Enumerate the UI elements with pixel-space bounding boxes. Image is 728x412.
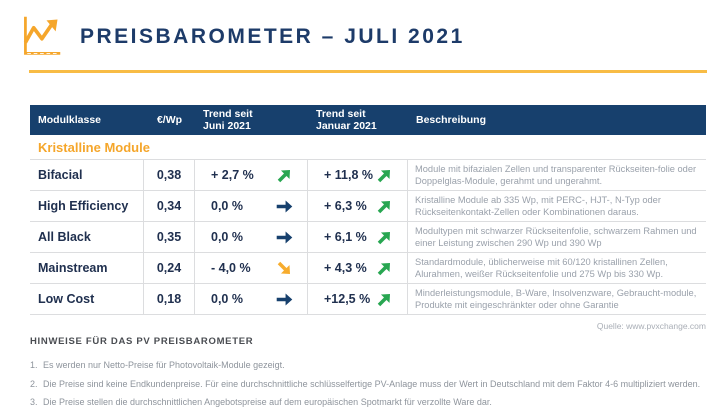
note-item: 1. Es werden nur Netto-Preise für Photov… <box>30 356 725 375</box>
description-cell: Standardmodule, üblicherweise mit 60/120… <box>415 256 668 279</box>
page-title: PREISBAROMETER – JULI 2021 <box>80 25 465 48</box>
trend-january-value: + 6,1 % <box>324 230 367 244</box>
modulklasse-cell: Low Cost <box>30 284 144 314</box>
note-number: 3. <box>30 397 38 407</box>
trend-arrow-icon <box>276 292 293 307</box>
table-header-row: Modulklasse €/Wp Trend seit Juni 2021 Tr… <box>30 105 706 135</box>
notes-heading: HINWEISE FÜR DAS PV PREISBAROMETER <box>30 336 254 347</box>
col-header-trend-january: Trend seit Januar 2021 <box>308 108 408 132</box>
trend-june-cell: 0,0 % <box>195 222 308 252</box>
table-row: Bifacial 0,38 + 2,7 % + 11,8 % Module mi… <box>30 160 706 191</box>
price-cell: 0,24 <box>144 253 195 283</box>
trend-january-value: +12,5 % <box>324 292 371 306</box>
trend-january-cell: + 6,3 % <box>308 191 408 221</box>
note-text: Die Preise sind keine Endkundenpreise. F… <box>43 378 701 389</box>
trend-january-line2: Januar 2021 <box>316 120 377 132</box>
trend-arrow-icon <box>373 226 396 249</box>
trend-arrow-icon <box>373 257 396 280</box>
modulklasse-cell: Bifacial <box>30 160 144 190</box>
description-cell: Module mit bifazialen Zellen und transpa… <box>415 163 697 186</box>
table-row: High Efficiency 0,34 0,0 % + 6,3 % Krist… <box>30 191 706 222</box>
note-item: 3. Die Preise stellen die durchschnittli… <box>30 393 725 412</box>
price-cell: 0,34 <box>144 191 195 221</box>
trend-january-line1: Trend seit <box>316 107 366 120</box>
note-number: 2. <box>30 378 38 389</box>
price-cell: 0,18 <box>144 284 195 314</box>
trend-arrow-icon <box>276 230 293 245</box>
note-number: 1. <box>30 360 38 370</box>
description-cell: Kristalline Module ab 335 Wp, mit PERC-,… <box>415 194 661 217</box>
section-kristalline-module: Kristalline Module <box>30 135 706 160</box>
line-chart-icon <box>23 16 61 55</box>
table-row: Mainstream 0,24 - 4,0 % + 4,3 % Standard… <box>30 253 706 284</box>
note-item: 2. Die Preise sind keine Endkundenpreise… <box>30 375 725 394</box>
trend-june-value: 0,0 % <box>211 199 243 213</box>
trend-june-value: 0,0 % <box>211 230 243 244</box>
price-cell: 0,38 <box>144 160 195 190</box>
trend-arrow-icon <box>276 199 293 214</box>
modulklasse-cell: Mainstream <box>30 253 144 283</box>
source-credit: Quelle: www.pvxchange.com <box>596 321 706 331</box>
col-header-price: €/Wp <box>156 113 183 126</box>
trend-january-cell: + 11,8 % <box>308 160 408 190</box>
notes-list: 1. Es werden nur Netto-Preise für Photov… <box>30 356 725 412</box>
orange-divider <box>29 70 707 73</box>
note-text: Es werden nur Netto-Preise für Photovolt… <box>43 360 285 370</box>
trend-june-line2: Juni 2021 <box>203 120 251 132</box>
trend-arrow-icon <box>273 164 296 187</box>
trend-june-value: 0,0 % <box>211 292 243 306</box>
trend-january-value: + 6,3 % <box>324 199 367 213</box>
trend-arrow-icon <box>373 164 396 187</box>
trend-june-cell: + 2,7 % <box>195 160 308 190</box>
trend-january-value: + 4,3 % <box>324 261 367 275</box>
price-table: Modulklasse €/Wp Trend seit Juni 2021 Tr… <box>30 105 706 315</box>
table-row: Low Cost 0,18 0,0 % +12,5 % Minderleistu… <box>30 284 706 315</box>
trend-january-cell: +12,5 % <box>308 284 408 314</box>
trend-june-cell: - 4,0 % <box>195 253 308 283</box>
trend-arrow-icon <box>273 257 296 280</box>
col-header-modulklasse: Modulklasse <box>38 113 102 126</box>
trend-june-cell: 0,0 % <box>195 191 308 221</box>
col-header-beschreibung: Beschreibung <box>416 113 487 126</box>
trend-january-cell: + 6,1 % <box>308 222 408 252</box>
trend-arrow-icon <box>373 195 396 218</box>
trend-june-value: - 4,0 % <box>211 261 251 275</box>
note-text: Die Preise stellen die durchschnittliche… <box>43 397 492 407</box>
trend-june-line1: Trend seit <box>203 107 253 120</box>
table-row: All Black 0,35 0,0 % + 6,1 % Modultypen … <box>30 222 706 253</box>
modulklasse-cell: All Black <box>30 222 144 252</box>
trend-january-cell: + 4,3 % <box>308 253 408 283</box>
trend-june-cell: 0,0 % <box>195 284 308 314</box>
trend-june-value: + 2,7 % <box>211 168 254 182</box>
description-cell: Modultypen mit schwarzer Rückseitenfolie… <box>415 225 697 248</box>
price-cell: 0,35 <box>144 222 195 252</box>
col-header-trend-june: Trend seit Juni 2021 <box>195 108 308 132</box>
modulklasse-cell: High Efficiency <box>30 191 144 221</box>
trend-january-value: + 11,8 % <box>324 168 373 182</box>
trend-arrow-icon <box>373 288 396 311</box>
description-cell: Minderleistungsmodule, B-Ware, Insolvenz… <box>415 287 697 310</box>
